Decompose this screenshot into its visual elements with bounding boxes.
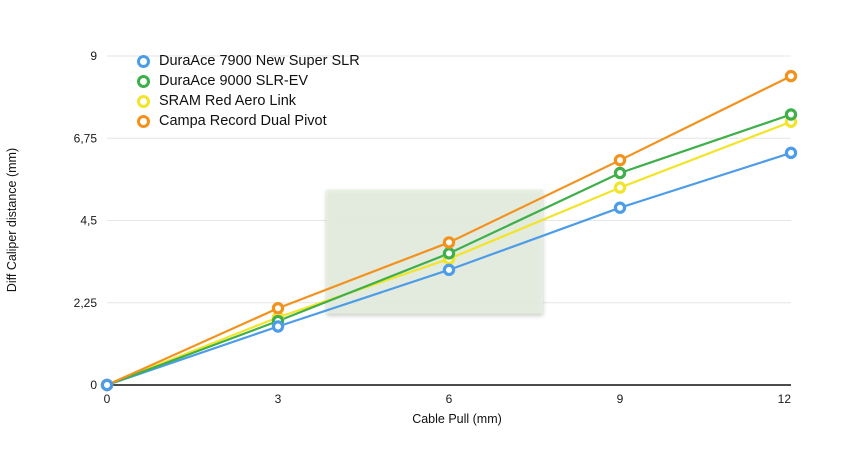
y-tick-label: 4,5 bbox=[80, 214, 97, 228]
y-axis-title: Diff Caliper distance (mm) bbox=[5, 147, 19, 293]
series-marker-icon bbox=[137, 54, 150, 68]
series-marker-icon bbox=[137, 114, 150, 128]
data-point-marker bbox=[784, 108, 798, 121]
data-point-marker bbox=[613, 181, 627, 194]
x-tick-label: 3 bbox=[275, 392, 282, 406]
x-axis-title: Cable Pull (mm) bbox=[412, 412, 502, 426]
data-point-marker bbox=[784, 146, 798, 160]
data-point-marker bbox=[613, 153, 627, 167]
data-point-marker bbox=[271, 320, 285, 333]
legend-item-duraace-9000[interactable]: DuraAce 9000 SLR-EV bbox=[137, 73, 360, 89]
legend-item-sram-red[interactable]: SRAM Red Aero Link bbox=[137, 93, 360, 109]
legend-label: SRAM Red Aero Link bbox=[159, 93, 297, 109]
legend-item-campa-record[interactable]: Campa Record Dual Pivot bbox=[137, 113, 360, 129]
x-tick-label: 12 bbox=[778, 392, 792, 406]
data-point-marker bbox=[271, 302, 285, 315]
highlight-region bbox=[326, 189, 544, 314]
data-point-marker bbox=[613, 166, 627, 180]
data-point-marker bbox=[100, 378, 114, 392]
x-tick-label: 6 bbox=[446, 392, 453, 406]
legend-label: DuraAce 7900 New Super SLR bbox=[159, 53, 360, 69]
y-tick-label: 9 bbox=[90, 49, 97, 63]
series-marker-icon bbox=[137, 74, 150, 88]
data-point-marker bbox=[442, 236, 456, 249]
data-point-marker bbox=[784, 69, 798, 83]
data-point-marker bbox=[613, 201, 627, 214]
y-tick-label: 0 bbox=[90, 378, 97, 392]
x-tick-label: 9 bbox=[617, 392, 624, 406]
data-point-marker bbox=[442, 247, 456, 260]
x-tick-label: 0 bbox=[104, 392, 111, 406]
legend-item-duraace-7900[interactable]: DuraAce 7900 New Super SLR bbox=[137, 53, 360, 69]
legend-label: DuraAce 9000 SLR-EV bbox=[159, 73, 309, 89]
y-tick-label: 6,75 bbox=[74, 131, 98, 145]
y-tick-label: 2,25 bbox=[74, 296, 98, 310]
data-point-marker bbox=[442, 263, 456, 277]
series-marker-icon bbox=[137, 94, 150, 108]
legend-label: Campa Record Dual Pivot bbox=[159, 113, 327, 129]
legend: DuraAce 7900 New Super SLR DuraAce 9000 … bbox=[137, 53, 360, 129]
